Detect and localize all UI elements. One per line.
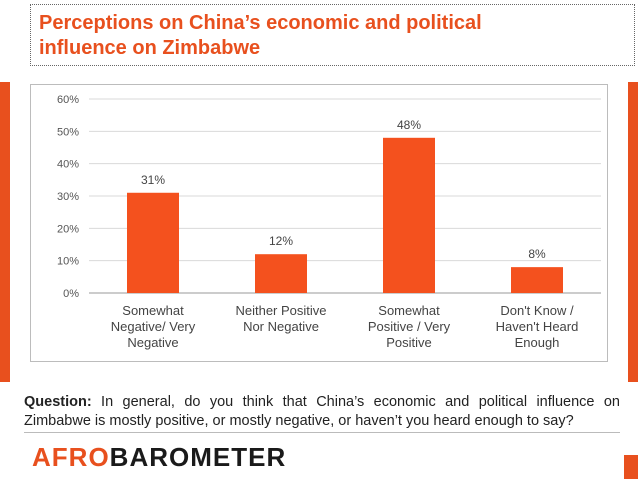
bar-0 [127,192,179,293]
logo-part-barometer: BAROMETER [109,442,287,472]
y-tick-label-10: 10% [57,256,79,268]
category-label-1-line-0: Neither Positive [235,303,326,318]
bar-3 [511,267,563,293]
footer-divider [24,432,620,433]
y-axis-ticks: 0% 10% 20% 30% 40% 50% 60% [57,94,79,300]
value-label-1: 12% [269,234,293,248]
afrobarometer-logo: AFROBAROMETER [32,443,286,471]
logo-part-afr: AFR [32,442,89,472]
category-label-3-line-1: Haven't Heard [496,319,579,334]
category-label-1-line-1: Nor Negative [243,319,319,334]
question-label: Question: [24,394,92,410]
y-tick-label-60: 60% [57,94,79,106]
bar-1 [255,254,307,293]
question-text: Question: In general, do you think that … [24,393,620,431]
slide-title-line1: Perceptions on China’s economic and poli… [39,12,482,34]
y-tick-label-0: 0% [63,288,79,300]
left-accent-bar [0,82,10,382]
logo-map-o: O [88,442,110,472]
category-label-0-line-0: Somewhat [122,303,184,318]
value-label-0: 31% [141,173,165,187]
slide-title: Perceptions on China’s economic and poli… [39,11,626,61]
category-label-3-line-2: Enough [515,335,560,350]
bars [127,137,563,293]
question-body: In general, do you think that China’s ec… [24,394,620,429]
category-label-2-line-2: Positive [386,335,432,350]
value-label-3: 8% [528,247,546,261]
corner-decoration [624,455,638,479]
value-label-2: 48% [397,118,421,132]
bar-chart: 0% 10% 20% 30% 40% 50% 60% 31% 12% 48% 8% Somewha… [57,94,601,350]
right-accent-bar [628,82,638,382]
bar-2 [383,137,435,293]
y-tick-label-20: 20% [57,223,79,235]
slide-title-line2: influence on Zimbabwe [39,37,261,59]
category-label-0-line-1: Negative/ Very [111,319,196,334]
category-label-0-line-2: Negative [127,335,178,350]
category-label-2-line-1: Positive / Very [368,319,451,334]
value-labels: 31% 12% 48% 8% [141,118,546,261]
y-tick-label-50: 50% [57,126,79,138]
category-label-3-line-0: Don't Know / [500,303,574,318]
title-box: Perceptions on China’s economic and poli… [30,4,635,66]
y-tick-label-40: 40% [57,159,79,171]
category-label-2-line-0: Somewhat [378,303,440,318]
chart-container: 0% 10% 20% 30% 40% 50% 60% 31% 12% 48% 8% Somewha… [30,84,608,362]
y-tick-label-30: 30% [57,191,79,203]
